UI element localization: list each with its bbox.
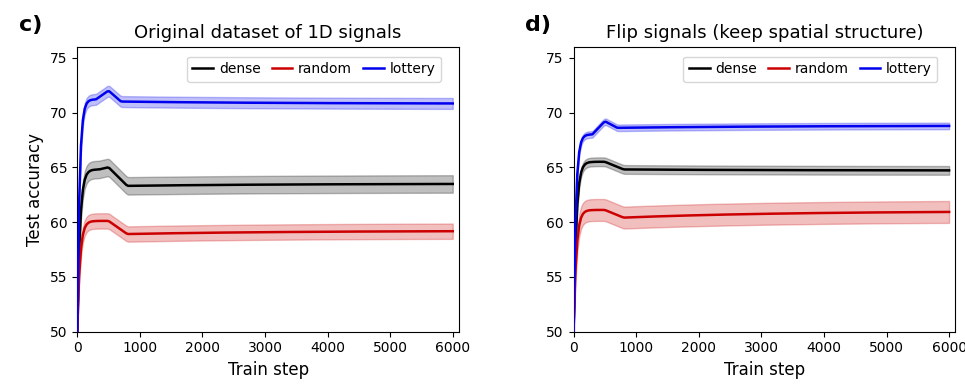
random (94, 218, 105, 223)
Line: lottery: lottery (573, 122, 950, 332)
X-axis label: Train step: Train step (724, 361, 805, 379)
lottery (87, 98, 98, 102)
lottery (670, 125, 681, 129)
dense (591, 160, 602, 164)
lottery (430, 101, 442, 106)
Legend: dense, random, lottery: dense, random, lottery (683, 57, 937, 82)
Line: random: random (573, 210, 950, 332)
Title: Flip signals (keep spatial structure): Flip signals (keep spatial structure) (606, 25, 924, 43)
dense (583, 160, 594, 165)
random (447, 229, 458, 234)
lottery (71, 329, 83, 334)
Text: d): d) (525, 15, 551, 35)
lottery (583, 132, 594, 137)
dense (567, 329, 579, 334)
random (593, 207, 604, 212)
lottery (94, 94, 105, 99)
random (944, 209, 955, 214)
lottery (567, 329, 579, 334)
dense (593, 160, 604, 164)
random (430, 229, 442, 234)
Line: random: random (77, 221, 453, 332)
dense (71, 329, 83, 334)
random (417, 229, 428, 234)
dense (87, 168, 98, 172)
random (926, 210, 938, 215)
dense (417, 182, 428, 186)
random (591, 207, 602, 212)
lottery (944, 124, 955, 128)
X-axis label: Train step: Train step (228, 361, 309, 379)
random (583, 208, 594, 213)
dense (944, 168, 955, 173)
Title: Original dataset of 1D signals: Original dataset of 1D signals (134, 25, 401, 43)
Legend: dense, random, lottery: dense, random, lottery (187, 57, 441, 82)
dense (913, 168, 924, 173)
Text: c): c) (19, 15, 42, 35)
random (87, 219, 98, 224)
lottery (913, 124, 924, 128)
dense (94, 167, 105, 172)
Line: dense: dense (77, 168, 453, 332)
random (640, 215, 651, 219)
lottery (591, 128, 602, 133)
lottery (143, 99, 154, 104)
random (174, 231, 185, 236)
lottery (103, 89, 115, 94)
dense (430, 182, 442, 186)
random (913, 210, 924, 215)
dense (926, 168, 938, 173)
lottery (174, 100, 185, 105)
dense (174, 183, 185, 188)
random (96, 218, 107, 223)
dense (447, 182, 458, 186)
random (143, 231, 154, 236)
Y-axis label: Test accuracy: Test accuracy (26, 133, 44, 246)
dense (101, 165, 113, 170)
lottery (926, 124, 938, 128)
dense (670, 167, 681, 172)
random (567, 329, 579, 334)
random (71, 329, 83, 334)
lottery (417, 101, 428, 106)
lottery (447, 101, 458, 106)
dense (640, 167, 651, 172)
Line: dense: dense (573, 162, 950, 332)
dense (143, 183, 154, 188)
lottery (600, 119, 612, 124)
random (670, 213, 681, 218)
lottery (640, 125, 651, 130)
Line: lottery: lottery (77, 91, 453, 332)
